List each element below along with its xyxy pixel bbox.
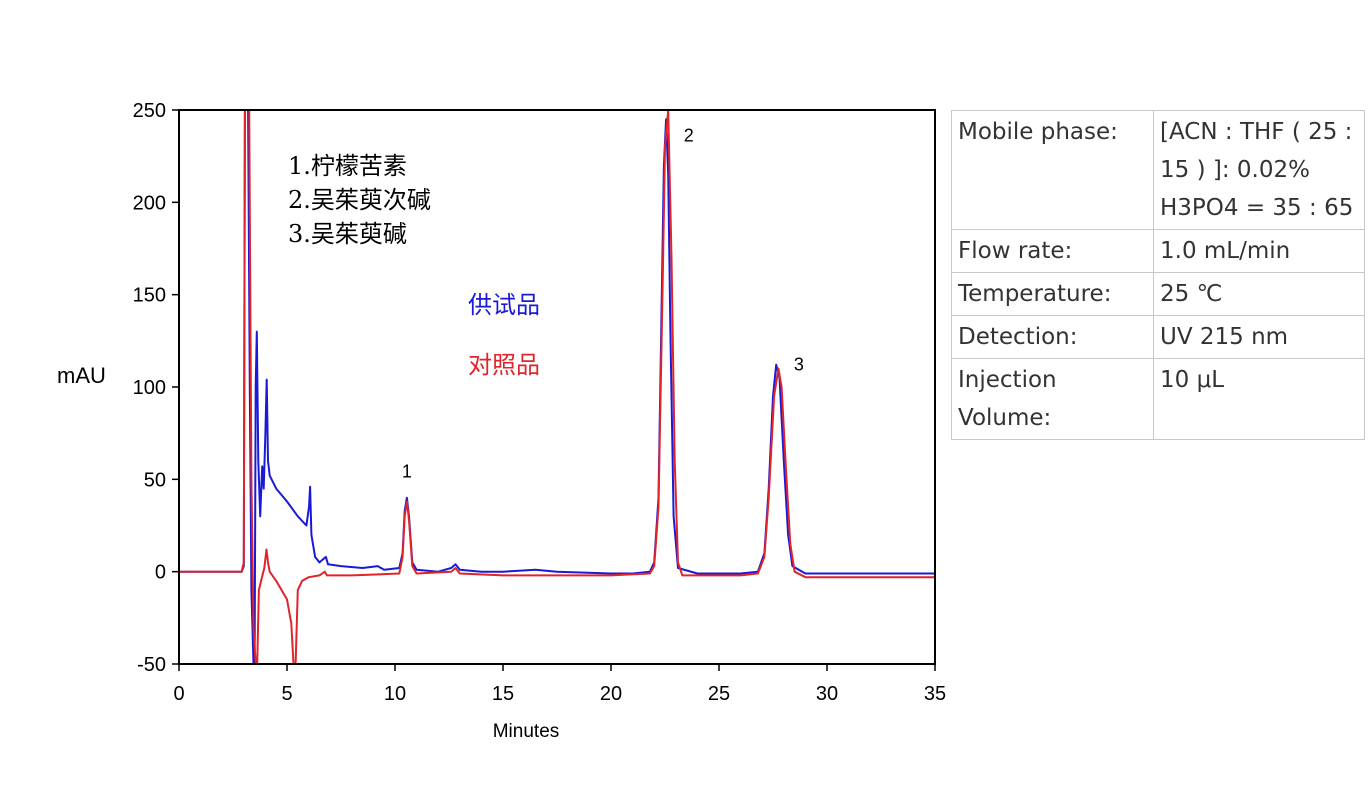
x-axis-title: Minutes — [493, 721, 560, 742]
x-tick-label: 10 — [384, 683, 406, 705]
x-tick-label: 5 — [281, 683, 292, 705]
condition-value: 10 μL — [1153, 358, 1365, 440]
y-tick-label: 100 — [133, 377, 166, 399]
condition-value: 25 ℃ — [1153, 272, 1365, 316]
condition-label: Detection: — [951, 315, 1154, 359]
tick-labels: 0 5 10 15 20 25 30 35 250 200 150 100 50 0 -50 — [133, 100, 947, 705]
peak-label-3: 3 — [794, 354, 804, 374]
table-row: Mobile phase: [ACN : THF ( 25 : 15 ) ]: … — [951, 110, 1365, 230]
peak-labels: 1 2 3 — [402, 125, 804, 481]
axis-ticks — [172, 109, 936, 671]
table-row: Temperature: 25 ℃ — [951, 272, 1365, 316]
y-tick-label: 200 — [133, 192, 166, 214]
legend-sample: 供试品 — [468, 291, 540, 319]
condition-value: UV 215 nm — [1153, 315, 1365, 359]
condition-label: Injection Volume: — [951, 358, 1154, 440]
condition-label: Mobile phase: — [951, 110, 1154, 230]
conditions-table: Mobile phase: [ACN : THF ( 25 : 15 ) ]: … — [951, 110, 1365, 440]
y-tick-label: 150 — [133, 285, 166, 307]
x-tick-label: 35 — [924, 683, 946, 705]
series-layer — [179, 110, 935, 664]
table-row: Detection: UV 215 nm — [951, 315, 1365, 359]
series-line-reference — [179, 110, 935, 664]
y-tick-label: 0 — [155, 562, 166, 584]
y-tick-label: 50 — [144, 469, 166, 491]
condition-label: Flow rate: — [951, 229, 1154, 273]
y-axis-title: mAU — [57, 363, 106, 388]
x-tick-label: 25 — [708, 683, 730, 705]
peak-label-2: 2 — [684, 125, 694, 145]
compound-1: 1.柠檬苦素 — [288, 152, 407, 180]
peak-label-1: 1 — [402, 461, 412, 481]
y-tick-label: 250 — [133, 100, 166, 122]
table-row: Injection Volume: 10 μL — [951, 358, 1365, 440]
y-tick-label: -50 — [137, 654, 166, 676]
x-tick-label: 20 — [600, 683, 622, 705]
condition-value: 1.0 mL/min — [1153, 229, 1365, 273]
legend-reference: 对照品 — [468, 351, 540, 379]
compound-3: 3.吴茱萸碱 — [288, 220, 407, 248]
condition-label: Temperature: — [951, 272, 1154, 316]
condition-value: [ACN : THF ( 25 : 15 ) ]: 0.02% H3PO4 = … — [1153, 110, 1365, 230]
x-tick-label: 15 — [492, 683, 514, 705]
x-tick-label: 0 — [173, 683, 184, 705]
x-tick-label: 30 — [816, 683, 838, 705]
compound-2: 2.吴茱萸次碱 — [288, 186, 431, 214]
plot-frame — [178, 109, 936, 665]
table-row: Flow rate: 1.0 mL/min — [951, 229, 1365, 273]
